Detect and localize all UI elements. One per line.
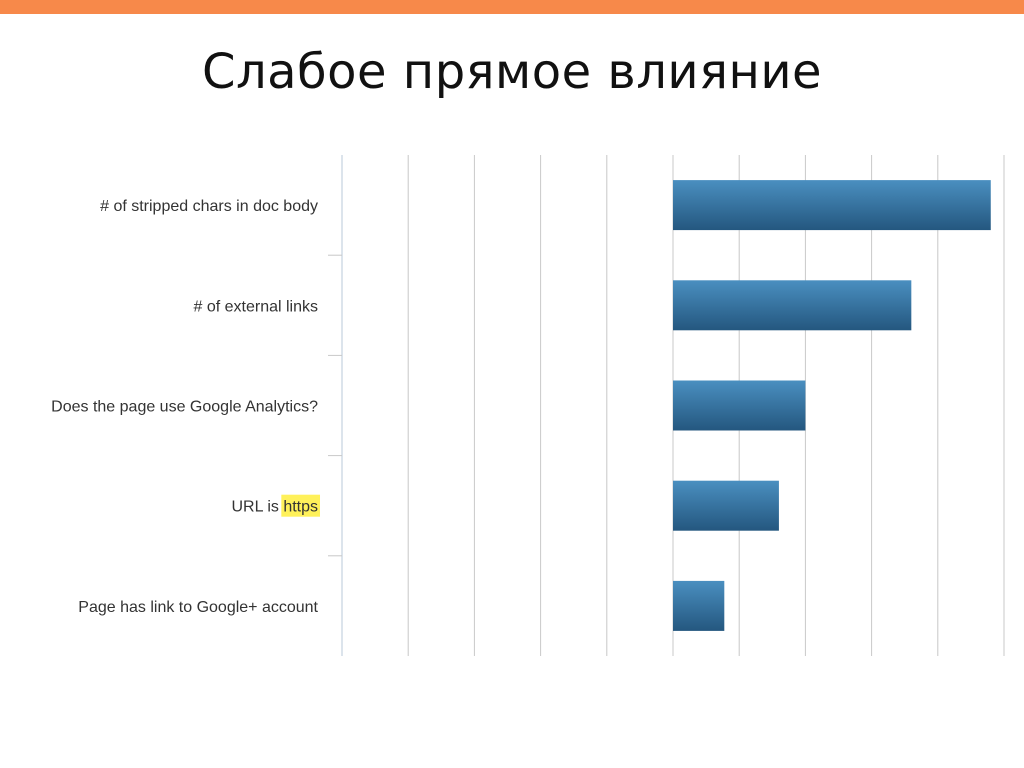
- category-label: # of external links: [193, 298, 318, 315]
- chart-category-labels: # of stripped chars in doc body # of exte…: [51, 198, 320, 616]
- chart-gridlines: [328, 155, 1005, 656]
- bar: [673, 280, 912, 331]
- bar: [673, 380, 806, 431]
- category-label: Does the page use Google Analytics?: [51, 399, 318, 416]
- bar: [673, 580, 725, 631]
- category-label: # of stripped chars in doc body: [100, 198, 318, 215]
- slide-title: Слабое прямое влияние: [201, 44, 823, 100]
- chart-bars: [673, 180, 991, 631]
- category-label: URL is https: [231, 499, 318, 516]
- category-label: Page has link to Google+ account: [78, 599, 318, 616]
- highlight-marker: [281, 494, 320, 517]
- bar: [673, 480, 779, 531]
- top-accent-bar: [0, 0, 1024, 14]
- bar: [673, 180, 991, 231]
